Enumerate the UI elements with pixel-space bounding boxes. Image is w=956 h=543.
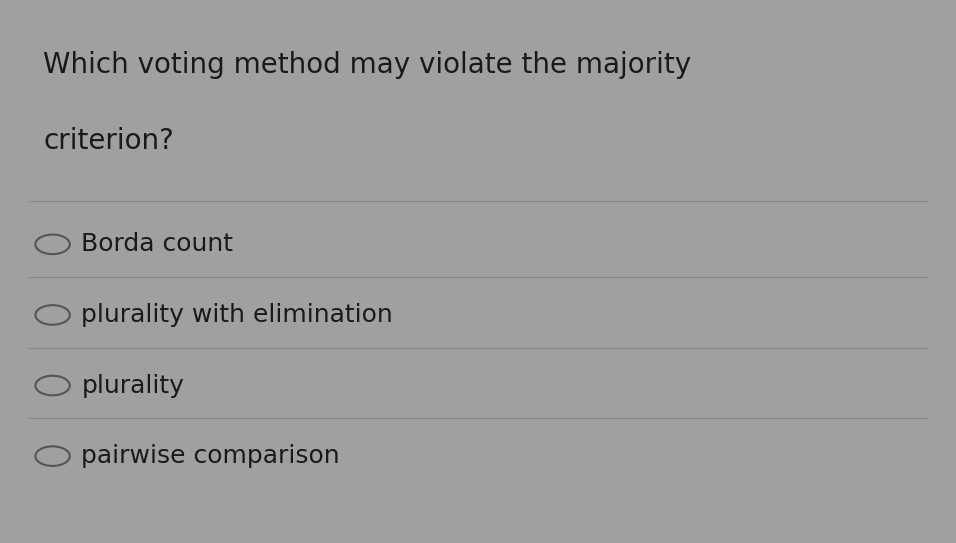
Circle shape (35, 305, 70, 325)
Circle shape (35, 376, 70, 395)
Text: criterion?: criterion? (43, 127, 174, 155)
Text: plurality: plurality (81, 374, 185, 397)
Circle shape (35, 235, 70, 254)
Text: plurality with elimination: plurality with elimination (81, 303, 393, 327)
Text: Which voting method may violate the majority: Which voting method may violate the majo… (43, 51, 691, 79)
Circle shape (35, 446, 70, 466)
Text: Borda count: Borda count (81, 232, 233, 256)
Text: pairwise comparison: pairwise comparison (81, 444, 340, 468)
